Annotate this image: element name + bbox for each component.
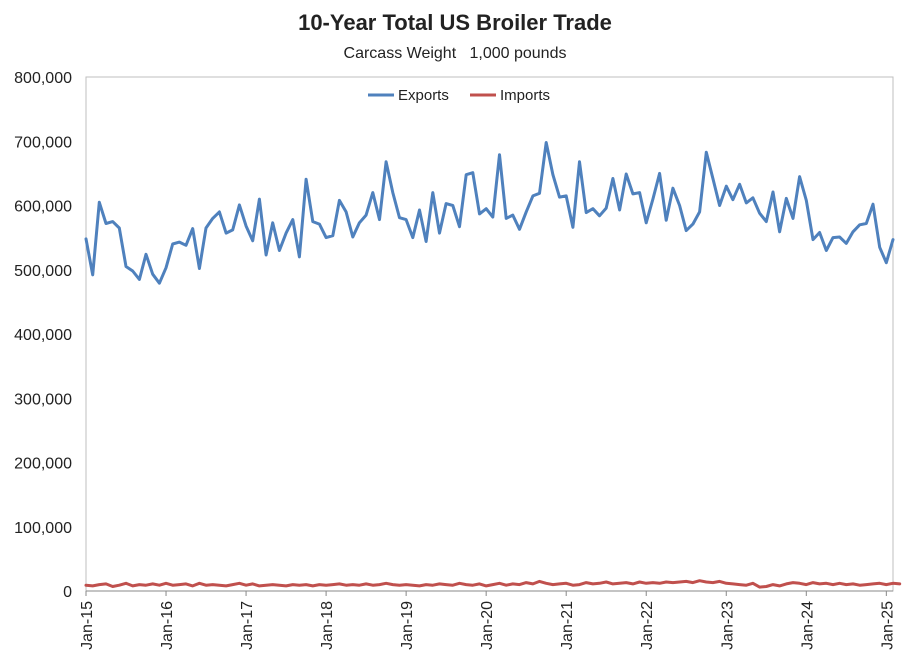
y-tick-label: 400,000 — [14, 327, 72, 344]
x-tick-label: Jan-24 — [799, 601, 816, 650]
series-line-exports — [84, 141, 895, 285]
legend-label-exports: Exports — [398, 87, 449, 104]
x-tick-label: Jan-18 — [319, 601, 336, 650]
chart-subtitle: Carcass Weight 1,000 pounds — [343, 45, 567, 62]
chart-title: 10-Year Total US Broiler Trade — [298, 10, 612, 35]
x-tick-label: Jan-17 — [239, 601, 256, 650]
x-tick-label: Jan-21 — [559, 601, 576, 650]
y-tick-label: 600,000 — [14, 199, 72, 216]
x-tick-label: Jan-16 — [159, 601, 176, 650]
y-tick-label: 800,000 — [14, 70, 72, 87]
x-tick-label: Jan-23 — [719, 601, 736, 650]
plot-area-border — [85, 76, 894, 592]
y-tick-label: 700,000 — [14, 134, 72, 151]
x-tick-label: Jan-19 — [399, 601, 416, 650]
y-tick-label: 300,000 — [14, 391, 72, 408]
y-tick-label: 500,000 — [14, 263, 72, 280]
x-tick-label: Jan-15 — [79, 601, 96, 650]
x-tick-label: Jan-25 — [879, 601, 896, 650]
x-tick-label: Jan-20 — [479, 601, 496, 650]
y-tick-label: 100,000 — [14, 520, 72, 537]
y-tick-label: 0 — [63, 584, 72, 601]
x-tick-label: Jan-22 — [639, 601, 656, 650]
y-tick-label: 200,000 — [14, 456, 72, 473]
legend-label-imports: Imports — [500, 87, 550, 104]
series-line-imports — [84, 579, 902, 589]
